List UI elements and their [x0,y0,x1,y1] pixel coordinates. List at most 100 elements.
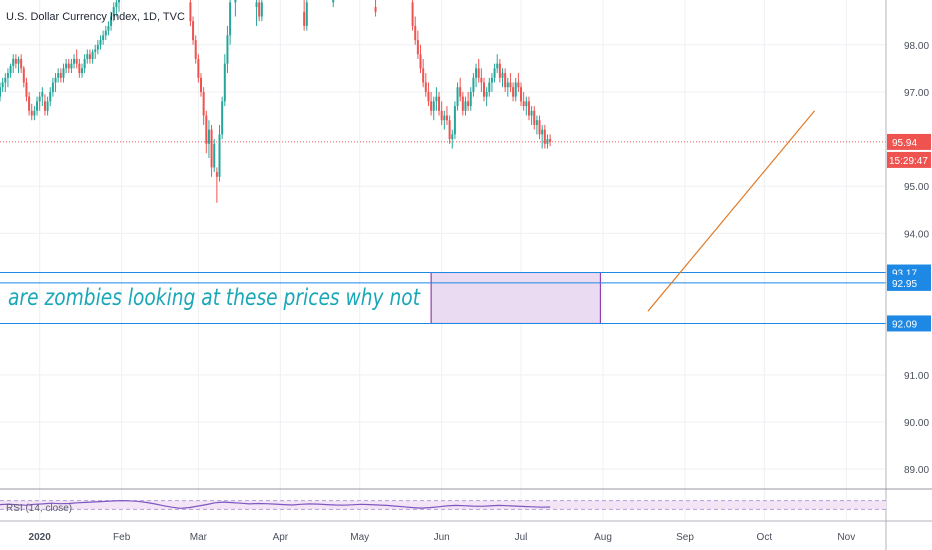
candle-body [91,51,94,59]
candle-body [411,2,414,26]
candle-body [520,87,523,102]
y-tick-label: 98.00 [904,41,929,52]
candle-body [78,63,81,74]
candle-body [80,68,83,74]
candle-body [504,73,507,88]
candle-body [46,101,49,111]
candle-body [490,77,493,83]
candle-body [226,35,229,64]
candle-body [73,58,76,64]
candle-body [459,87,462,97]
candle-body [438,96,441,111]
candle-body [430,101,433,111]
candle-body [6,73,9,78]
price-tag [887,315,931,332]
candle-body [1,82,4,88]
candle-body [422,68,425,83]
candle-body [482,82,485,97]
candle-body [70,63,73,69]
candle-body [41,91,44,97]
countdown-tag [887,151,931,168]
current-price-tag [887,133,931,150]
candle-body [541,129,544,135]
candle-body [22,68,25,83]
candle-body [527,101,530,116]
candle-body [99,40,102,45]
candle-body [512,87,515,97]
candle-body [419,54,422,69]
candle-body [416,40,419,55]
candle-body [215,172,218,177]
candle-body [205,115,208,144]
candle-body [189,2,192,22]
candle-body [461,96,464,111]
x-tick-label: Oct [757,532,773,543]
candle-body [88,54,91,59]
annotation-text: are zombies looking at these prices why … [8,285,421,311]
x-tick-label: Jun [434,532,450,543]
candle-body [210,129,213,168]
candle-body [33,110,36,116]
candle-body [435,96,438,102]
candle-body [20,58,23,69]
candle-body [207,129,210,144]
y-tick-label: 90.00 [904,418,929,429]
price-tag [887,274,931,291]
candle-body [54,77,57,83]
candle-body [94,49,97,52]
candle-body [496,63,499,69]
candle-body [533,110,536,125]
candle-body [213,143,216,168]
candle-body [469,91,472,107]
candle-body [525,101,528,107]
price-tag-label: 92.09 [892,319,917,330]
price-tag-label: 92.95 [892,279,917,290]
y-tick-label: 89.00 [904,465,929,476]
rsi-band [0,500,886,510]
candle-body [17,58,20,64]
candle-body [221,101,224,135]
candle-body [38,96,41,102]
rsi-label: RSI (14, close) [6,503,72,514]
candle-body [506,82,509,88]
candle-body [260,2,263,17]
candle-body [501,73,504,78]
x-tick-label: 2020 [29,532,52,543]
candle-body [535,120,538,125]
candle-body [229,2,232,36]
candle-body [472,77,475,92]
candle-body [456,87,459,107]
y-tick-label: 97.00 [904,88,929,99]
x-tick-label: Mar [190,532,208,543]
candle-body [414,25,417,41]
candle-body [115,2,118,8]
candle-body [96,44,99,50]
candle-body [480,77,483,83]
candle-body [86,54,89,59]
candle-body [514,82,517,97]
candle-body [488,82,491,92]
candle-body [62,68,65,78]
candle-body [445,115,448,121]
candle-body [234,0,237,3]
candle-body [498,63,501,78]
price-tag-label: 93.17 [892,269,917,280]
x-tick-label: Nov [837,532,855,543]
candle-series [0,0,552,203]
candle-body [549,139,552,142]
candle-body [432,101,435,111]
candle-body [485,91,488,97]
candle-body [57,73,60,78]
candle-body [223,63,226,102]
candle-body [197,58,200,78]
candle-body [118,0,121,3]
candle-body [59,73,62,78]
price-zone-rectangle [430,272,601,324]
candle-body [522,101,525,107]
candle-body [538,120,541,135]
candle-body [25,82,28,97]
candle-body [332,0,335,3]
grid-lines [0,0,886,520]
